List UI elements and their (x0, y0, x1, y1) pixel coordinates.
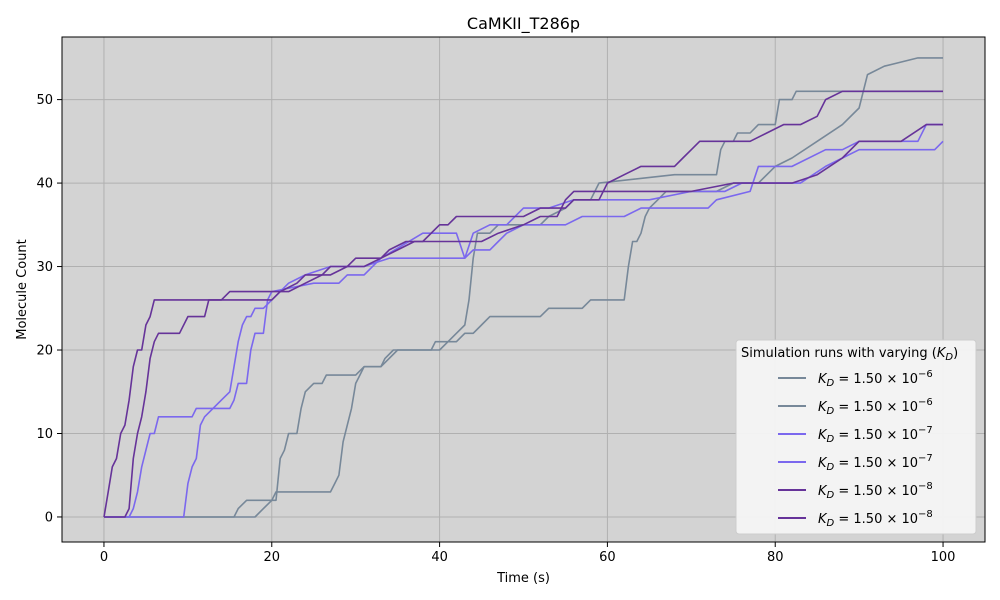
plot-frame (61, 36, 986, 543)
x-tick-label: 40 (431, 550, 448, 565)
x-tick-label: 80 (767, 550, 784, 565)
series-line-1 (104, 90, 943, 518)
legend: Simulation runs with varying (KD) KD = 1… (735, 339, 977, 535)
y-tick-label: 40 (36, 177, 53, 192)
x-tick-label: 0 (100, 550, 108, 565)
x-axis-label: Time (s) (496, 571, 550, 586)
legend-entry: KD = 1.50 × 10−7 (818, 453, 933, 473)
series-line-6 (104, 123, 943, 518)
legend-entry: KD = 1.50 × 10−7 (818, 425, 933, 445)
legend-entry: KD = 1.50 × 10−8 (818, 509, 933, 529)
legend-entry: KD = 1.50 × 10−6 (818, 397, 933, 417)
x-tick-label: 60 (599, 550, 616, 565)
x-tick-label: 20 (263, 550, 280, 565)
chart-title: CaMKII_T286p (467, 14, 580, 34)
series-lines (103, 57, 944, 518)
legend-title: Simulation runs with varying (KD) (741, 346, 958, 363)
legend-box (735, 339, 977, 535)
y-tick-label: 10 (36, 427, 53, 442)
y-tick-label: 0 (45, 510, 53, 525)
axis-ticks: 0 20 40 60 80 100 0 10 20 30 40 50 (36, 93, 955, 565)
series-line-2 (104, 57, 943, 518)
x-tick-label: 100 (931, 550, 956, 565)
y-tick-label: 20 (36, 344, 53, 359)
y-tick-label: 50 (36, 93, 53, 108)
legend-entry: KD = 1.50 × 10−6 (818, 369, 933, 389)
y-axis-label: Molecule Count (15, 239, 30, 340)
legend-entry: KD = 1.50 × 10−8 (818, 481, 933, 501)
y-tick-label: 30 (36, 260, 53, 275)
